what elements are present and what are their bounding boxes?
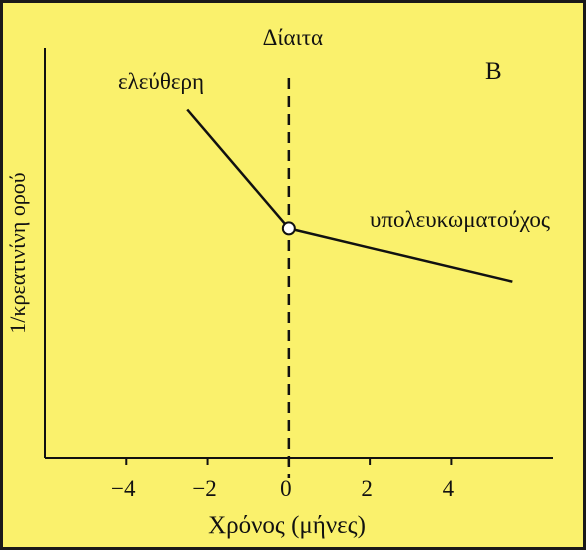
x-tick-label: 2	[361, 476, 373, 501]
series-line-0	[186, 108, 290, 230]
chart-canvas: −4 −2 0 2 4 Δίαιτα B ελεύθερη υπολευκωματούχ…	[5, 25, 553, 539]
x-tick-label: 4	[443, 476, 455, 501]
x-tick-label: −2	[192, 476, 216, 501]
series-label-free: ελεύθερη	[118, 69, 204, 94]
series-line-1	[288, 227, 513, 283]
y-axis-label: 1/κρεατινίνη ορού	[5, 172, 30, 333]
x-tick-label: 0	[280, 476, 292, 501]
diet-label: Δίαιτα	[263, 25, 324, 50]
x-tick-label: −4	[111, 476, 136, 501]
x-ticks: −4 −2 0 2 4	[111, 458, 455, 501]
series-label-low-protein: υπολευκωματούχος	[370, 207, 550, 232]
x-axis-label: Χρόνος (μήνες)	[208, 512, 366, 539]
panel-label: B	[485, 58, 502, 85]
series-group	[186, 108, 513, 283]
breakpoint-marker	[281, 221, 296, 236]
